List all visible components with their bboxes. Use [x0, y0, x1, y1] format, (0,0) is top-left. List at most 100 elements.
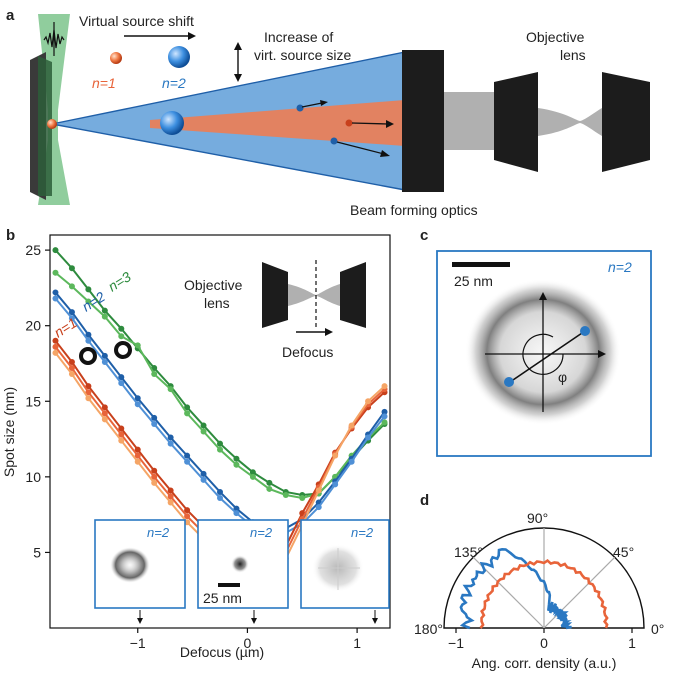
svg-text:Defocus: Defocus: [282, 344, 333, 360]
marker-circle: [79, 347, 97, 365]
data-point: [167, 386, 174, 393]
thumbnail-2: n=2 25 nm: [197, 519, 289, 624]
data-point: [85, 331, 92, 338]
data-point: [365, 398, 372, 405]
data-point: [134, 458, 141, 465]
x-axis-label-d: Ang. corr. density (a.u.): [472, 655, 617, 671]
data-point: [68, 309, 75, 316]
svg-text:n=2: n=2: [250, 525, 273, 540]
data-point: [134, 452, 141, 459]
n1-label: n=1: [92, 75, 116, 91]
svg-text:lens: lens: [204, 295, 230, 311]
blue-density-curve: [459, 547, 573, 630]
data-point: [101, 307, 108, 314]
data-point: [101, 416, 108, 423]
panel-d: d −1 0 1 135° 90° 45° 180° 0° Ang. corr. d…: [414, 492, 664, 671]
data-point: [68, 358, 75, 365]
data-point: [184, 513, 191, 520]
data-point: [217, 446, 223, 453]
polar-gridline: [543, 556, 616, 629]
data-point: [52, 343, 59, 350]
data-point: [381, 383, 388, 390]
data-point: [52, 295, 59, 302]
data-point: [85, 337, 92, 344]
data-point: [348, 422, 355, 429]
data-point: [85, 395, 92, 402]
x-tick-label: −1: [130, 635, 146, 651]
n1-beam: [150, 100, 405, 146]
data-point: [52, 349, 59, 356]
data-point: [118, 325, 125, 332]
data-point: [52, 269, 59, 276]
data-point: [381, 413, 388, 420]
data-point: [200, 470, 207, 477]
virtual-source-shift-text: Virtual source shift: [79, 13, 194, 29]
svg-text:lens: lens: [560, 47, 586, 63]
data-point: [315, 487, 322, 494]
data-point: [332, 481, 339, 488]
svg-text:135°: 135°: [454, 544, 483, 560]
svg-text:b: b: [6, 227, 15, 244]
data-point: [52, 289, 59, 296]
data-point: [167, 499, 174, 506]
svg-text:n=2: n=2: [147, 525, 170, 540]
svg-text:φ: φ: [558, 369, 567, 385]
panel-c: c 25 nm n=2 φ: [420, 227, 652, 457]
svg-text:n=2: n=2: [608, 259, 632, 275]
y-tick-label: 20: [25, 318, 41, 334]
svg-text:c: c: [420, 227, 428, 244]
data-point: [134, 446, 141, 453]
data-point: [151, 414, 158, 421]
data-point: [68, 371, 75, 378]
thumbnail-3: n=2: [300, 519, 390, 624]
svg-text:25 nm: 25 nm: [454, 273, 493, 289]
data-point: [282, 491, 289, 498]
data-point: [184, 404, 191, 411]
tip-source-dot: [47, 119, 57, 129]
data-point: [118, 431, 125, 438]
data-point: [299, 495, 306, 502]
data-point: [85, 298, 92, 305]
data-point: [266, 485, 273, 492]
data-point: [217, 440, 223, 447]
data-point: [101, 358, 108, 365]
panel-a-label: a: [6, 7, 15, 24]
data-point: [151, 467, 158, 474]
data-point: [101, 313, 108, 320]
objective-lens-left: [494, 72, 538, 172]
data-point: [151, 479, 158, 486]
data-point: [217, 495, 223, 502]
data-point: [151, 371, 158, 378]
n2-virtual-source: [160, 111, 184, 135]
data-point: [381, 419, 388, 426]
svg-text:n=2: n=2: [351, 525, 374, 540]
data-point: [52, 337, 59, 344]
svg-text:Objective: Objective: [184, 277, 243, 293]
data-point: [151, 420, 158, 427]
data-point: [249, 473, 256, 480]
svg-text:virt. source size: virt. source size: [254, 47, 351, 63]
data-point: [184, 410, 191, 417]
svg-text:Objective: Objective: [526, 29, 585, 45]
data-point: [85, 389, 92, 396]
data-point: [134, 342, 141, 349]
data-point: [118, 333, 125, 340]
data-point: [134, 401, 141, 408]
y-axis-label-b: Spot size (nm): [1, 387, 17, 477]
thumbnail-1: n=2: [94, 519, 186, 624]
orange-density-curve: [479, 558, 609, 629]
data-point: [101, 352, 108, 359]
scalebar-c: [452, 262, 510, 267]
data-point: [233, 510, 240, 517]
data-point: [200, 476, 207, 483]
n2-source-icon: [168, 46, 190, 68]
x-tick-label: 1: [353, 635, 361, 651]
data-point: [184, 458, 191, 465]
data-point: [348, 458, 355, 465]
data-point: [151, 473, 158, 480]
data-point: [332, 452, 339, 459]
data-point: [85, 383, 92, 390]
data-point: [167, 434, 174, 441]
panel-a: a: [6, 7, 650, 218]
